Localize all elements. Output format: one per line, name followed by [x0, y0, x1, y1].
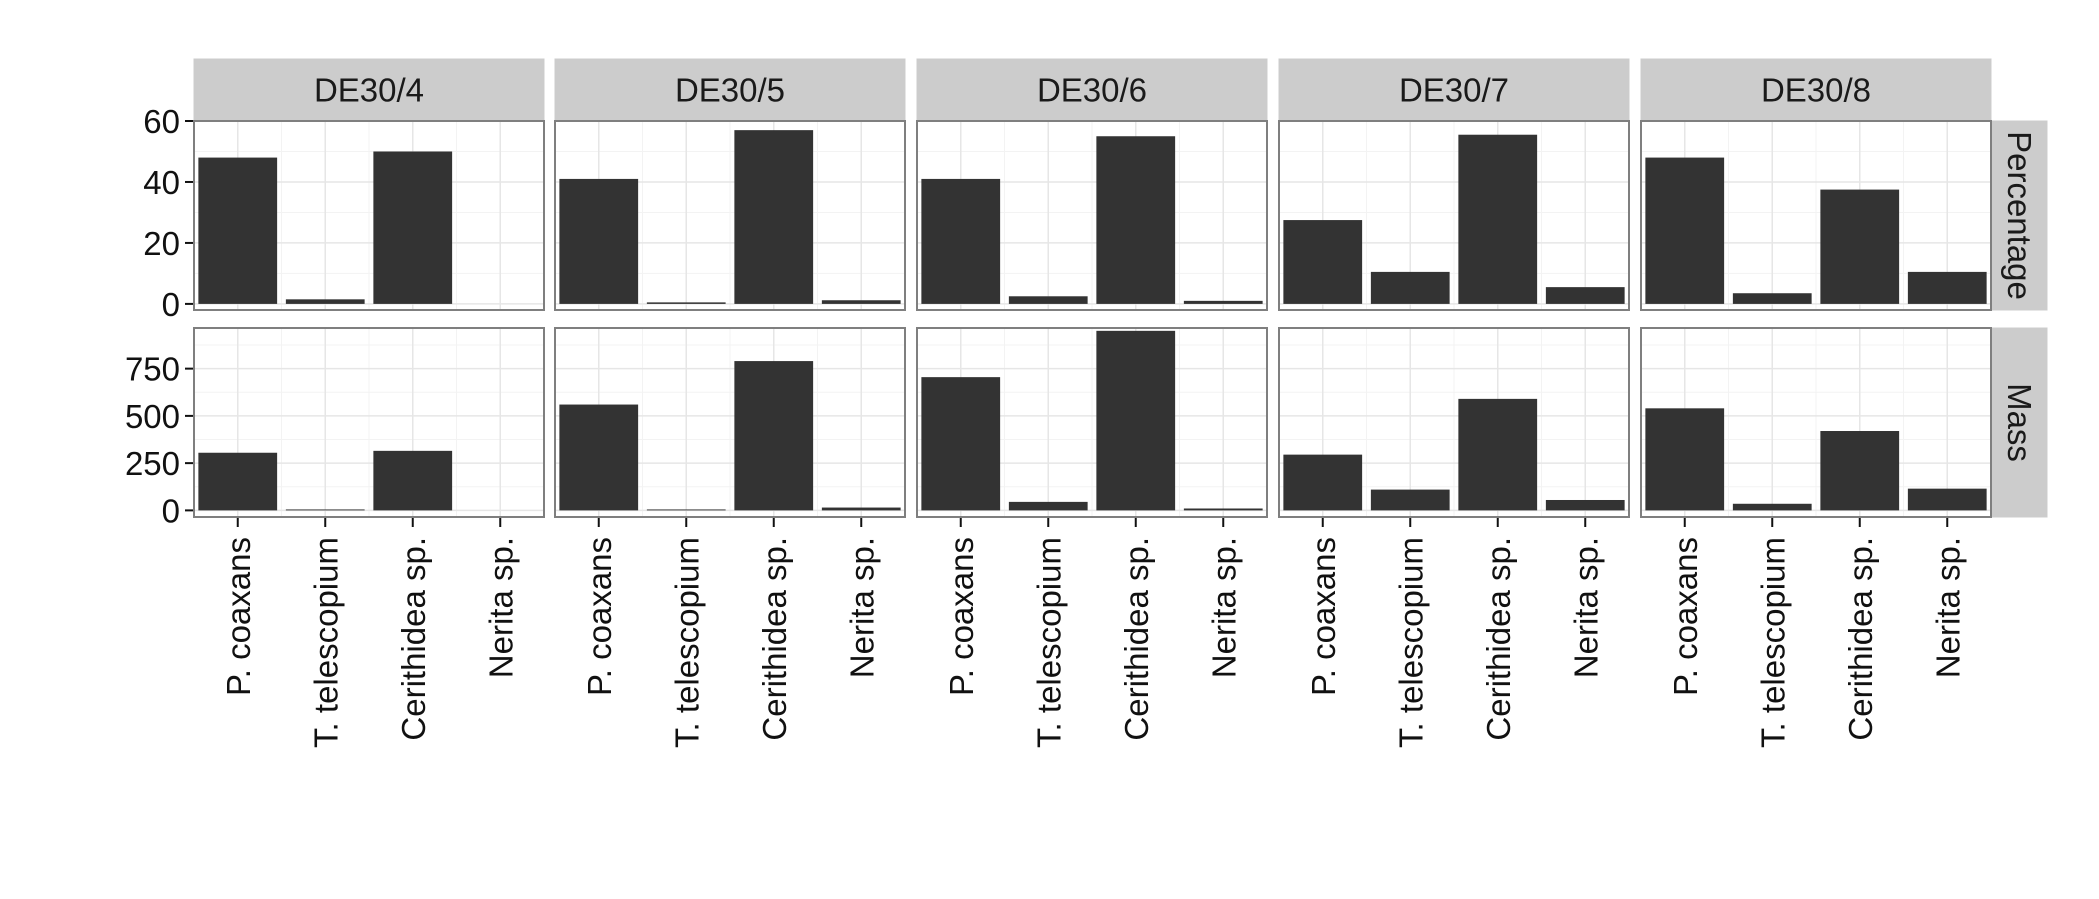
x-tick-label-5-4: Nerita sp. — [1929, 537, 1966, 678]
bar-mass-5-2 — [1732, 503, 1812, 511]
x-tick-label-5-2: T. telescopium — [1754, 537, 1791, 748]
facet-strip-label-4: DE30/7 — [1399, 72, 1509, 109]
bar-percentage-1-2 — [285, 299, 365, 304]
y-tick-label-mass: 500 — [125, 398, 180, 435]
bar-percentage-5-3 — [1820, 189, 1900, 304]
x-tick-label-3-1: P. coaxans — [943, 537, 980, 696]
panel-border-percentage-5 — [1640, 120, 1992, 311]
bar-mass-4-2 — [1370, 489, 1450, 511]
bar-percentage-5-2 — [1732, 293, 1812, 304]
x-tick-label-4-1: P. coaxans — [1305, 537, 1342, 696]
x-tick-label-3-3: Cerithidea sp. — [1118, 537, 1155, 741]
chart-layer: DE30/4 DE30/5 DE30/6 DE30/7 DE30/8 Percentage… — [125, 58, 2048, 748]
bar-mass-4-3 — [1458, 398, 1538, 511]
bar-percentage-5-4 — [1907, 271, 1987, 304]
y-tick-label-mass: 750 — [125, 351, 180, 388]
facet-strip-label-2: DE30/5 — [675, 72, 785, 109]
bar-percentage-1-1 — [198, 157, 278, 304]
facet-strip-2 — [554, 58, 906, 121]
x-tick-label-2-2: T. telescopium — [668, 537, 705, 748]
bar-percentage-5-1 — [1645, 157, 1725, 304]
y-tick-label-percentage: 60 — [143, 103, 180, 140]
bar-percentage-4-3 — [1458, 134, 1538, 304]
row-strip-percentage — [1991, 120, 2048, 311]
bar-mass-3-3 — [1096, 330, 1176, 511]
bar-mass-5-1 — [1645, 408, 1725, 511]
facet-strip-label-3: DE30/6 — [1037, 72, 1147, 109]
facet-strip-label-5: DE30/8 — [1761, 72, 1871, 109]
bar-mass-2-4 — [821, 507, 901, 511]
x-tick-label-1-1: P. coaxans — [220, 537, 257, 696]
bar-mass-1-2 — [285, 509, 365, 511]
bar-percentage-3-1 — [921, 178, 1001, 304]
bar-percentage-3-2 — [1008, 296, 1088, 304]
bar-percentage-2-1 — [559, 178, 639, 304]
bar-mass-2-3 — [734, 361, 814, 511]
bar-mass-2-1 — [559, 404, 639, 511]
x-tick-label-1-3: Cerithidea sp. — [395, 537, 432, 741]
x-tick-label-3-4: Nerita sp. — [1205, 537, 1242, 678]
x-tick-label-4-4: Nerita sp. — [1567, 537, 1604, 678]
bar-mass-3-2 — [1008, 501, 1088, 511]
bar-mass-4-1 — [1283, 454, 1363, 511]
panel-border-mass-1 — [193, 327, 545, 518]
bar-mass-4-4 — [1545, 499, 1625, 511]
x-tick-label-2-1: P. coaxans — [581, 537, 618, 696]
bar-mass-5-3 — [1820, 431, 1900, 511]
panel-border-mass-5 — [1640, 327, 1992, 518]
row-strip-mass — [1991, 327, 2048, 518]
panel-border-percentage-4 — [1278, 120, 1630, 311]
panel-border-percentage-3 — [916, 120, 1268, 311]
y-tick-label-percentage: 0 — [162, 286, 180, 323]
row-strip-label-mass: Mass — [2001, 383, 2038, 462]
x-tick-label-2-4: Nerita sp. — [843, 537, 880, 678]
bar-mass-3-1 — [921, 377, 1001, 511]
row-strip-label-percentage: Percentage — [2001, 131, 2038, 300]
bar-percentage-4-2 — [1370, 271, 1450, 304]
x-tick-label-5-3: Cerithidea sp. — [1842, 537, 1879, 741]
bar-percentage-2-4 — [821, 300, 901, 304]
x-tick-label-5-1: P. coaxans — [1667, 537, 1704, 696]
bar-percentage-3-3 — [1096, 136, 1176, 304]
bar-percentage-2-3 — [734, 130, 814, 304]
x-tick-label-4-2: T. telescopium — [1392, 537, 1429, 748]
panel-border-mass-3 — [916, 327, 1268, 518]
bar-mass-1-3 — [373, 450, 453, 511]
bar-mass-5-4 — [1907, 488, 1987, 511]
y-tick-label-mass: 250 — [125, 445, 180, 482]
panel-border-percentage-1 — [193, 120, 545, 311]
facet-strip-4 — [1278, 58, 1630, 121]
panel-border-mass-2 — [554, 327, 906, 518]
bar-percentage-3-4 — [1183, 300, 1263, 304]
x-tick-label-4-3: Cerithidea sp. — [1480, 537, 1517, 741]
y-tick-label-mass: 0 — [162, 492, 180, 529]
panel-border-percentage-2 — [554, 120, 906, 311]
bar-mass-3-4 — [1183, 508, 1263, 511]
facet-strip-label-1: DE30/4 — [314, 72, 424, 109]
x-tick-label-1-4: Nerita sp. — [482, 537, 519, 678]
x-tick-label-2-3: Cerithidea sp. — [756, 537, 793, 741]
facet-strip-1 — [193, 58, 545, 121]
bar-mass-1-1 — [198, 452, 278, 511]
x-tick-label-1-2: T. telescopium — [307, 537, 344, 748]
y-tick-label-percentage: 40 — [143, 164, 180, 201]
bar-percentage-4-4 — [1545, 287, 1625, 304]
bar-mass-2-2 — [646, 509, 726, 511]
bar-percentage-4-1 — [1283, 220, 1363, 304]
bar-percentage-1-3 — [373, 151, 453, 304]
y-tick-label-percentage: 20 — [143, 225, 180, 262]
bar-percentage-2-2 — [646, 302, 726, 304]
x-tick-label-3-2: T. telescopium — [1030, 537, 1067, 748]
panel-border-mass-4 — [1278, 327, 1630, 518]
